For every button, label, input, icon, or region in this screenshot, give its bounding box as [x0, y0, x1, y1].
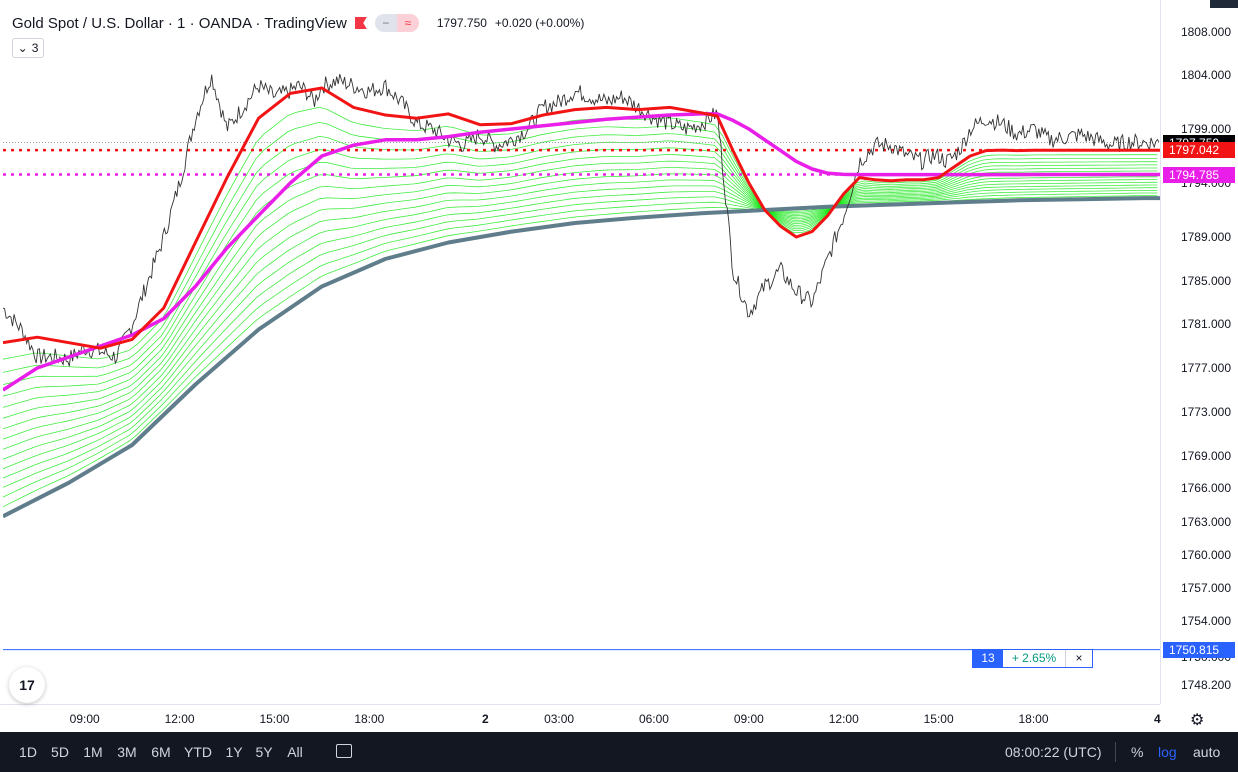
price-tick: 1785.000 — [1180, 274, 1231, 288]
chevron-down-icon: ⌄ — [17, 41, 28, 55]
price-axis[interactable]: 1808.000 1804.000 1799.000 1794.000 1789.000… — [1160, 0, 1238, 704]
slow-ema-line — [3, 196, 1160, 519]
range-button-6m[interactable]: 6M — [151, 744, 171, 760]
price-change: +0.020 (+0.00%) — [494, 16, 585, 30]
time-tick: 4 — [1154, 712, 1161, 726]
range-button-5y[interactable]: 5Y — [255, 744, 273, 760]
ribbon-line-6 — [3, 154, 1158, 419]
price-label: 1750.815 — [1163, 641, 1235, 658]
measure-tool-box[interactable]: 13 + 2.65% × — [972, 649, 1093, 668]
log-toggle[interactable]: log — [1158, 744, 1177, 760]
measure-bars: 13 — [973, 650, 1003, 667]
flag-icon[interactable] — [354, 17, 367, 29]
symbol-legend: Gold Spot / U.S. Dollar · 1 · OANDA · Tr… — [12, 14, 584, 32]
auto-toggle[interactable]: auto — [1193, 744, 1221, 760]
price-tick: 1799.000 — [1180, 122, 1231, 136]
ribbon-line-10 — [3, 179, 1158, 460]
range-button-5d[interactable]: 5D — [51, 744, 69, 760]
price-label: 1794.785 — [1163, 166, 1235, 183]
time-tick: 12:00 — [164, 712, 195, 726]
divider — [1115, 742, 1116, 762]
indicators-toggle[interactable]: ⌄ 3 — [12, 38, 44, 58]
price-tick: 1777.000 — [1180, 361, 1231, 375]
ribbon-line-15 — [3, 195, 1158, 508]
time-tick: 09:00 — [69, 712, 100, 726]
price-tick: 1760.000 — [1180, 548, 1231, 562]
range-button-1m[interactable]: 1M — [83, 744, 103, 760]
logo-text: 17 — [19, 677, 35, 693]
time-tick: 09:00 — [733, 712, 764, 726]
indicator-count: 3 — [31, 41, 39, 55]
market-status-pill[interactable]: − ≈ — [374, 14, 419, 32]
price-tick: 1808.000 — [1180, 25, 1231, 39]
price-tick: 1763.000 — [1180, 515, 1231, 529]
gear-icon[interactable]: ⚙ — [1190, 712, 1205, 729]
time-tick: 18:00 — [1018, 712, 1049, 726]
price-tick: 1766.000 — [1180, 481, 1231, 495]
range-button-ytd[interactable]: YTD — [184, 744, 212, 760]
time-tick: 2 — [481, 712, 489, 726]
price-label: 1797.042 — [1163, 142, 1235, 159]
time-axis[interactable]: 09:00 12:00 15:00 18:00 2 03:00 06:00 09:00 12:0… — [0, 704, 1161, 733]
time-tick: 18:00 — [354, 712, 385, 726]
ribbon-line-11 — [3, 184, 1158, 470]
ribbon-line-14 — [3, 192, 1158, 498]
time-tick: 15:00 — [923, 712, 954, 726]
ribbon-line-3 — [3, 133, 1158, 385]
utc-clock[interactable]: 08:00:22 (UTC) — [1005, 744, 1102, 760]
symbol-title[interactable]: Gold Spot / U.S. Dollar · 1 · OANDA · Tr… — [12, 14, 347, 32]
range-button-1y[interactable]: 1Y — [225, 744, 243, 760]
range-button-1d[interactable]: 1D — [19, 744, 37, 760]
price-tick: 1789.000 — [1180, 230, 1231, 244]
close-icon[interactable]: × — [1065, 650, 1092, 667]
price-chart[interactable] — [3, 8, 1160, 704]
ribbon-line-13 — [3, 190, 1158, 488]
price-tick: 1769.000 — [1180, 449, 1231, 463]
time-tick: 12:00 — [828, 712, 859, 726]
ribbon-line-9 — [3, 173, 1158, 450]
range-button-all[interactable]: All — [287, 744, 303, 760]
ribbon-line-2 — [3, 121, 1158, 373]
ribbon-line-8 — [3, 167, 1158, 440]
time-tick: 03:00 — [544, 712, 575, 726]
minus-icon: − — [374, 14, 397, 32]
red-ema-line — [3, 86, 1160, 350]
range-button-3m[interactable]: 3M — [117, 744, 137, 760]
percent-toggle[interactable]: % — [1131, 744, 1144, 760]
window-corner — [1210, 0, 1238, 8]
price-tick: 1804.000 — [1180, 68, 1231, 82]
price-line — [3, 73, 1160, 367]
price-tick: 1773.000 — [1180, 405, 1231, 419]
replay-icon[interactable] — [336, 744, 352, 758]
time-tick: 15:00 — [259, 712, 290, 726]
approx-icon: ≈ — [396, 14, 419, 32]
ribbon-line-1 — [3, 106, 1158, 360]
ribbon-line-7 — [3, 160, 1158, 430]
magenta-ema-line — [3, 112, 1160, 392]
window-top-strip — [0, 0, 1238, 8]
last-price: 1797.750 — [436, 16, 487, 30]
time-tick: 06:00 — [638, 712, 669, 726]
price-tick: 1781.000 — [1180, 317, 1231, 331]
price-tick: 1757.000 — [1180, 581, 1231, 595]
price-tick: 1754.000 — [1180, 614, 1231, 628]
measure-change: + 2.65% — [1011, 651, 1057, 665]
ribbon-line-5 — [3, 147, 1158, 408]
ribbon-line-12 — [3, 187, 1158, 479]
price-tick: 1748.200 — [1180, 678, 1231, 692]
bottom-toolbar: 1D 5D 1M 3M 6M YTD 1Y 5Y All 08:00:22 (UTC) % lo… — [0, 732, 1238, 772]
tradingview-logo[interactable]: 17 — [9, 667, 45, 703]
